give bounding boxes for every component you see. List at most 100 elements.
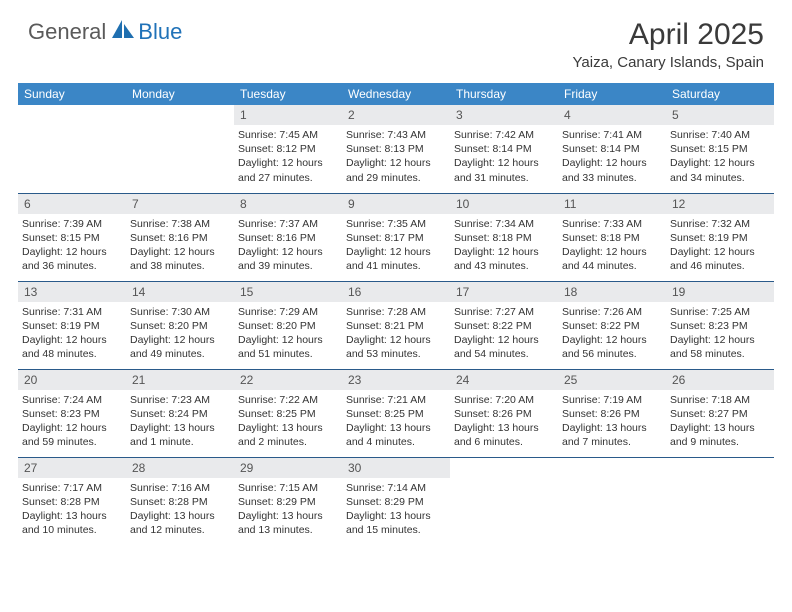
day-cell: 3Sunrise: 7:42 AMSunset: 8:14 PMDaylight… — [450, 105, 558, 193]
day-number: 27 — [18, 458, 126, 478]
day-body: Sunrise: 7:27 AMSunset: 8:22 PMDaylight:… — [450, 302, 558, 366]
day-body: Sunrise: 7:38 AMSunset: 8:16 PMDaylight:… — [126, 214, 234, 278]
day-cell-empty — [18, 105, 126, 193]
day-cell: 22Sunrise: 7:22 AMSunset: 8:25 PMDayligh… — [234, 369, 342, 457]
day-body: Sunrise: 7:14 AMSunset: 8:29 PMDaylight:… — [342, 478, 450, 542]
day-body: Sunrise: 7:26 AMSunset: 8:22 PMDaylight:… — [558, 302, 666, 366]
day-body: Sunrise: 7:32 AMSunset: 8:19 PMDaylight:… — [666, 214, 774, 278]
day-cell: 11Sunrise: 7:33 AMSunset: 8:18 PMDayligh… — [558, 193, 666, 281]
day-number: 5 — [666, 105, 774, 125]
day-body: Sunrise: 7:24 AMSunset: 8:23 PMDaylight:… — [18, 390, 126, 454]
day-number: 8 — [234, 194, 342, 214]
day-cell: 27Sunrise: 7:17 AMSunset: 8:28 PMDayligh… — [18, 457, 126, 545]
day-body: Sunrise: 7:28 AMSunset: 8:21 PMDaylight:… — [342, 302, 450, 366]
day-cell: 10Sunrise: 7:34 AMSunset: 8:18 PMDayligh… — [450, 193, 558, 281]
day-number: 2 — [342, 105, 450, 125]
dow-header: Wednesday — [342, 83, 450, 105]
day-number: 6 — [18, 194, 126, 214]
day-body: Sunrise: 7:30 AMSunset: 8:20 PMDaylight:… — [126, 302, 234, 366]
day-number: 22 — [234, 370, 342, 390]
location: Yaiza, Canary Islands, Spain — [573, 54, 765, 71]
day-cell: 8Sunrise: 7:37 AMSunset: 8:16 PMDaylight… — [234, 193, 342, 281]
day-body: Sunrise: 7:31 AMSunset: 8:19 PMDaylight:… — [18, 302, 126, 366]
day-cell-empty — [666, 457, 774, 545]
day-cell: 28Sunrise: 7:16 AMSunset: 8:28 PMDayligh… — [126, 457, 234, 545]
day-body: Sunrise: 7:25 AMSunset: 8:23 PMDaylight:… — [666, 302, 774, 366]
dow-header: Tuesday — [234, 83, 342, 105]
day-body: Sunrise: 7:15 AMSunset: 8:29 PMDaylight:… — [234, 478, 342, 542]
day-cell-empty — [450, 457, 558, 545]
day-body: Sunrise: 7:35 AMSunset: 8:17 PMDaylight:… — [342, 214, 450, 278]
day-body: Sunrise: 7:34 AMSunset: 8:18 PMDaylight:… — [450, 214, 558, 278]
dow-header: Monday — [126, 83, 234, 105]
week-row: 6Sunrise: 7:39 AMSunset: 8:15 PMDaylight… — [18, 193, 774, 281]
day-number: 1 — [234, 105, 342, 125]
week-row: 13Sunrise: 7:31 AMSunset: 8:19 PMDayligh… — [18, 281, 774, 369]
calendar-body: 1Sunrise: 7:45 AMSunset: 8:12 PMDaylight… — [18, 105, 774, 545]
day-cell: 12Sunrise: 7:32 AMSunset: 8:19 PMDayligh… — [666, 193, 774, 281]
day-body: Sunrise: 7:16 AMSunset: 8:28 PMDaylight:… — [126, 478, 234, 542]
brand-general: General — [28, 19, 106, 45]
day-cell: 16Sunrise: 7:28 AMSunset: 8:21 PMDayligh… — [342, 281, 450, 369]
day-number: 18 — [558, 282, 666, 302]
day-cell: 6Sunrise: 7:39 AMSunset: 8:15 PMDaylight… — [18, 193, 126, 281]
day-body: Sunrise: 7:40 AMSunset: 8:15 PMDaylight:… — [666, 125, 774, 189]
day-body: Sunrise: 7:42 AMSunset: 8:14 PMDaylight:… — [450, 125, 558, 189]
dow-header: Saturday — [666, 83, 774, 105]
day-number: 11 — [558, 194, 666, 214]
week-row: 20Sunrise: 7:24 AMSunset: 8:23 PMDayligh… — [18, 369, 774, 457]
day-number: 21 — [126, 370, 234, 390]
day-cell: 25Sunrise: 7:19 AMSunset: 8:26 PMDayligh… — [558, 369, 666, 457]
dow-header: Thursday — [450, 83, 558, 105]
day-cell: 24Sunrise: 7:20 AMSunset: 8:26 PMDayligh… — [450, 369, 558, 457]
day-cell: 9Sunrise: 7:35 AMSunset: 8:17 PMDaylight… — [342, 193, 450, 281]
day-number: 9 — [342, 194, 450, 214]
day-number: 3 — [450, 105, 558, 125]
title-block: April 2025 Yaiza, Canary Islands, Spain — [573, 18, 765, 71]
day-body: Sunrise: 7:33 AMSunset: 8:18 PMDaylight:… — [558, 214, 666, 278]
month-title: April 2025 — [573, 18, 765, 52]
day-number: 14 — [126, 282, 234, 302]
day-number: 12 — [666, 194, 774, 214]
dow-header: Friday — [558, 83, 666, 105]
dow-row: SundayMondayTuesdayWednesdayThursdayFrid… — [18, 83, 774, 105]
day-body: Sunrise: 7:23 AMSunset: 8:24 PMDaylight:… — [126, 390, 234, 454]
day-body: Sunrise: 7:37 AMSunset: 8:16 PMDaylight:… — [234, 214, 342, 278]
day-number: 19 — [666, 282, 774, 302]
day-number: 28 — [126, 458, 234, 478]
day-cell: 26Sunrise: 7:18 AMSunset: 8:27 PMDayligh… — [666, 369, 774, 457]
day-cell: 14Sunrise: 7:30 AMSunset: 8:20 PMDayligh… — [126, 281, 234, 369]
day-body: Sunrise: 7:20 AMSunset: 8:26 PMDaylight:… — [450, 390, 558, 454]
day-body: Sunrise: 7:29 AMSunset: 8:20 PMDaylight:… — [234, 302, 342, 366]
day-cell: 19Sunrise: 7:25 AMSunset: 8:23 PMDayligh… — [666, 281, 774, 369]
day-number: 24 — [450, 370, 558, 390]
day-cell: 15Sunrise: 7:29 AMSunset: 8:20 PMDayligh… — [234, 281, 342, 369]
day-number: 23 — [342, 370, 450, 390]
day-cell: 18Sunrise: 7:26 AMSunset: 8:22 PMDayligh… — [558, 281, 666, 369]
calendar-table: SundayMondayTuesdayWednesdayThursdayFrid… — [18, 83, 774, 545]
day-cell: 17Sunrise: 7:27 AMSunset: 8:22 PMDayligh… — [450, 281, 558, 369]
day-cell: 23Sunrise: 7:21 AMSunset: 8:25 PMDayligh… — [342, 369, 450, 457]
day-number: 4 — [558, 105, 666, 125]
day-number: 25 — [558, 370, 666, 390]
day-number: 16 — [342, 282, 450, 302]
week-row: 27Sunrise: 7:17 AMSunset: 8:28 PMDayligh… — [18, 457, 774, 545]
day-cell: 2Sunrise: 7:43 AMSunset: 8:13 PMDaylight… — [342, 105, 450, 193]
day-body: Sunrise: 7:43 AMSunset: 8:13 PMDaylight:… — [342, 125, 450, 189]
dow-header: Sunday — [18, 83, 126, 105]
sail-icon — [110, 18, 136, 45]
day-cell: 7Sunrise: 7:38 AMSunset: 8:16 PMDaylight… — [126, 193, 234, 281]
day-cell: 29Sunrise: 7:15 AMSunset: 8:29 PMDayligh… — [234, 457, 342, 545]
day-cell: 13Sunrise: 7:31 AMSunset: 8:19 PMDayligh… — [18, 281, 126, 369]
day-number: 13 — [18, 282, 126, 302]
day-body: Sunrise: 7:45 AMSunset: 8:12 PMDaylight:… — [234, 125, 342, 189]
day-number: 20 — [18, 370, 126, 390]
day-body: Sunrise: 7:41 AMSunset: 8:14 PMDaylight:… — [558, 125, 666, 189]
day-cell-empty — [558, 457, 666, 545]
day-number: 10 — [450, 194, 558, 214]
day-cell: 1Sunrise: 7:45 AMSunset: 8:12 PMDaylight… — [234, 105, 342, 193]
day-cell: 4Sunrise: 7:41 AMSunset: 8:14 PMDaylight… — [558, 105, 666, 193]
day-cell-empty — [126, 105, 234, 193]
day-cell: 5Sunrise: 7:40 AMSunset: 8:15 PMDaylight… — [666, 105, 774, 193]
day-body: Sunrise: 7:21 AMSunset: 8:25 PMDaylight:… — [342, 390, 450, 454]
